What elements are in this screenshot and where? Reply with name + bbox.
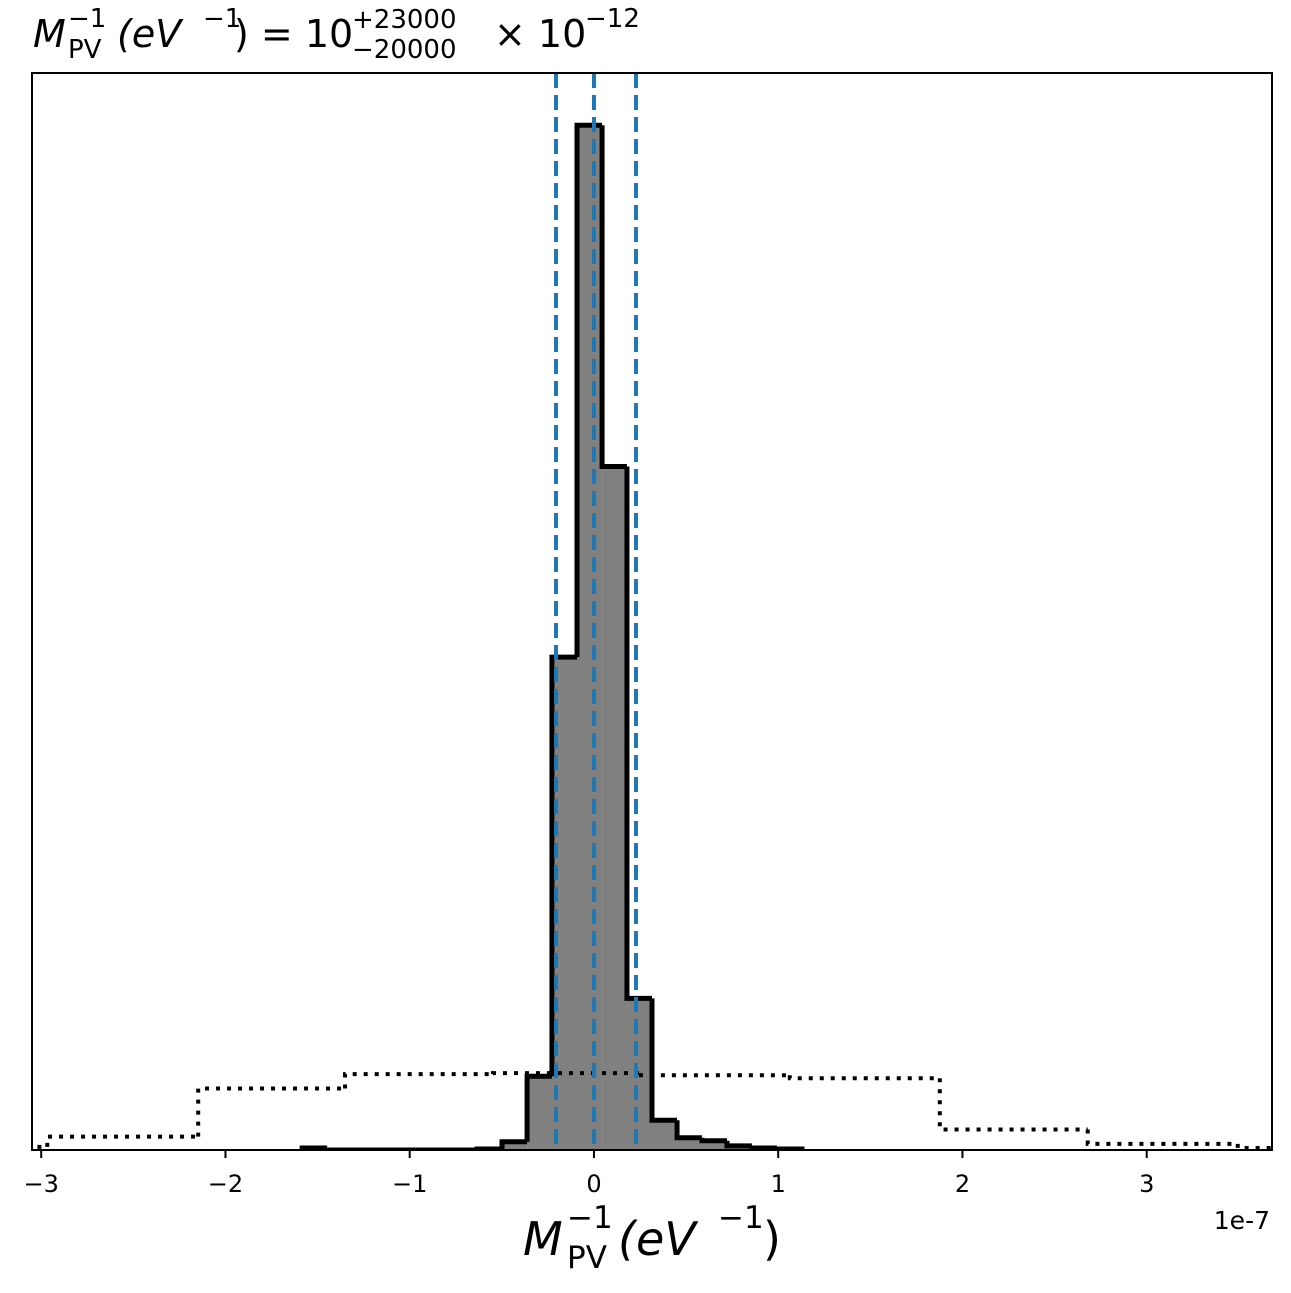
label-part: PV [567, 1240, 607, 1276]
prior-outline [937, 1078, 1088, 1132]
plot-frame [31, 72, 1273, 1151]
x-tick-label: 3 [1139, 1170, 1154, 1198]
bar-outline [499, 1139, 528, 1149]
label-part: M [523, 1212, 563, 1266]
bar [677, 1137, 702, 1150]
bar [527, 1076, 552, 1150]
title-part: (eV [117, 12, 184, 56]
bar-outline [724, 1140, 752, 1149]
plot-area [32, 73, 1272, 1150]
title-part: −1 [203, 4, 241, 34]
x-offset-label: 1e-7 [1214, 1206, 1270, 1235]
chart-title: M −1 PV (eV −1 ) = 10 +23000 −20000 × 10… [33, 4, 640, 65]
prior-outline [787, 1075, 940, 1081]
bar-outline [324, 1147, 353, 1150]
bar-outline [674, 1120, 702, 1141]
bar-outline [599, 125, 627, 469]
prior-outline [638, 1073, 790, 1078]
label-part: −1 [718, 1200, 764, 1236]
label-part: (eV [618, 1212, 699, 1266]
title-part: +23000 [352, 5, 457, 35]
bar [502, 1141, 528, 1150]
prior-outline [1235, 1143, 1272, 1150]
axes: −3 −2 −1 0 1 2 3 [24, 1150, 1154, 1198]
x-axis-label: M −1 PV (eV −1 ) [523, 1200, 781, 1276]
x-tick-label: −1 [392, 1170, 427, 1198]
bar-outline [549, 654, 578, 1077]
prior-outline [196, 1086, 346, 1137]
bar-outline [649, 998, 678, 1123]
x-tick-label: 1 [771, 1170, 786, 1198]
prior-outline [45, 1134, 199, 1147]
label-part: −1 [567, 1200, 613, 1236]
title-part: × 10 [494, 12, 586, 56]
title-part: −1 [68, 4, 106, 34]
x-tick-label: 0 [586, 1170, 601, 1198]
label-part: ) [763, 1212, 781, 1266]
bar [701, 1140, 727, 1150]
title-part: −12 [585, 4, 640, 34]
x-tick-label: 2 [955, 1170, 970, 1198]
bar-outline [624, 466, 652, 1001]
prior-outline [1085, 1129, 1238, 1146]
bar [652, 1120, 678, 1150]
bar [602, 466, 627, 1150]
bar-outline [749, 1145, 777, 1150]
title-part: ) = 10 [234, 12, 353, 56]
bar [577, 125, 603, 1150]
bar-outline [524, 1073, 552, 1142]
title-part: PV [68, 35, 102, 65]
title-part: −20000 [352, 35, 457, 65]
x-tick-label: −3 [24, 1170, 59, 1198]
bar-outline [699, 1137, 727, 1144]
x-tick-label: −2 [208, 1170, 243, 1198]
title-part: M [33, 12, 66, 56]
prior-outline [490, 1071, 641, 1076]
prior-outline [343, 1072, 493, 1089]
